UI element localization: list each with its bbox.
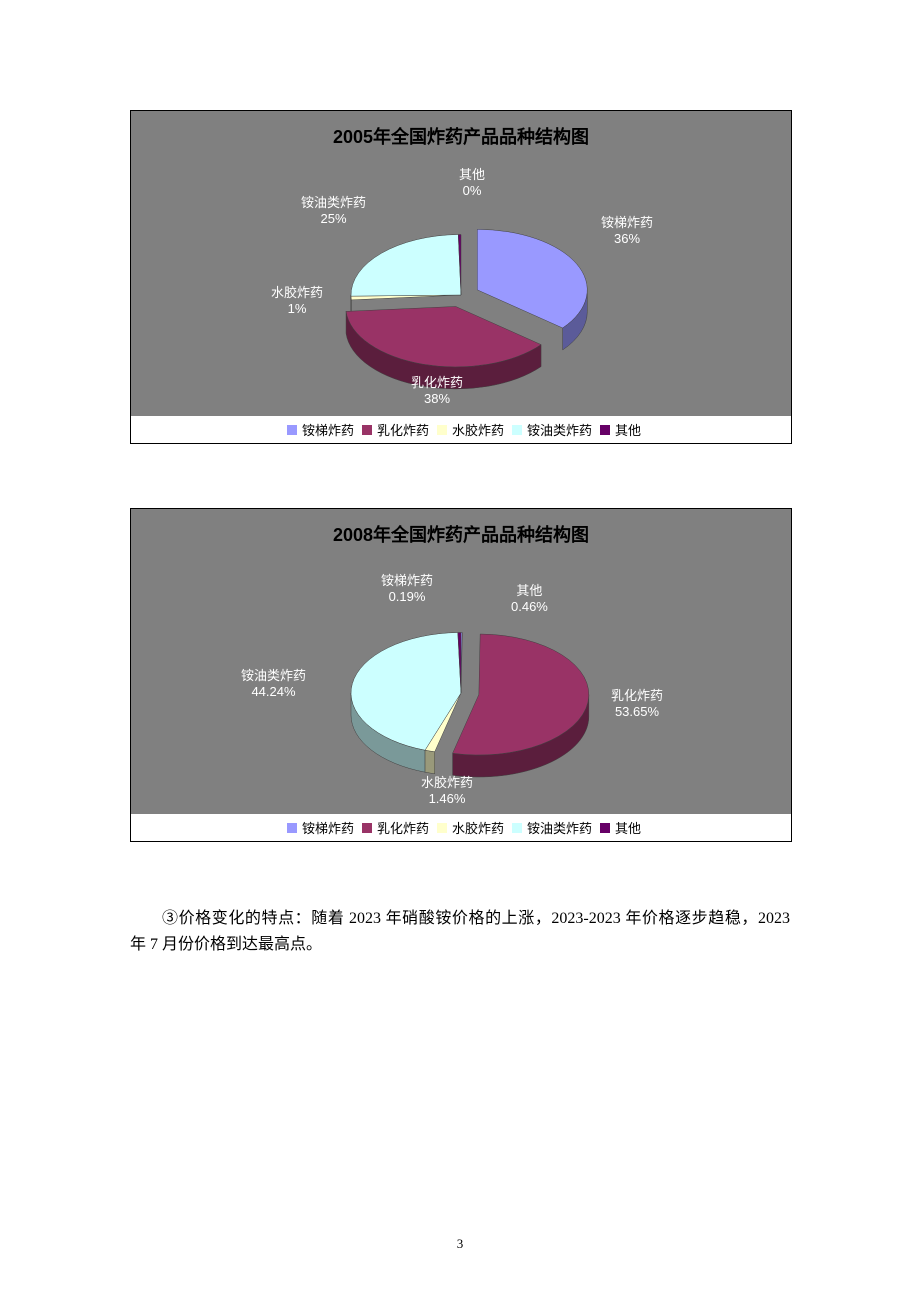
legend-swatch (512, 823, 522, 833)
pie-slice-label: 乳化炸药38% (411, 375, 463, 406)
pie-slice-label: 其他0% (459, 167, 485, 198)
pie-slice-label: 水胶炸药1.46% (421, 775, 473, 806)
legend-label: 铵梯炸药 (302, 420, 354, 439)
pie-slice-label: 其他0.46% (511, 583, 548, 614)
legend-label: 铵梯炸药 (302, 818, 354, 837)
legend-label: 铵油类炸药 (527, 420, 592, 439)
paragraph-price-change: ③价格变化的特点：随着 2023 年硝酸铵价格的上涨，2023-2023 年价格… (130, 906, 790, 957)
pie-slice-label: 铵梯炸药0.19% (381, 573, 433, 604)
page-number: 3 (0, 1236, 920, 1252)
legend-label: 铵油类炸药 (527, 818, 592, 837)
legend-swatch (437, 823, 447, 833)
legend-label: 水胶炸药 (452, 420, 504, 439)
legend-swatch (437, 425, 447, 435)
legend-label: 其他 (615, 420, 641, 439)
legend-swatch (287, 425, 297, 435)
chart-2005: 2005年全国炸药产品品种结构图 铵梯炸药36% 乳化炸药38% 水胶炸药1% 铵油类… (130, 110, 792, 444)
chart-2005-plot: 铵梯炸药36% 乳化炸药38% 水胶炸药1% 铵油类炸药25% 其他0% (131, 155, 791, 415)
chart-2005-title: 2005年全国炸药产品品种结构图 (131, 111, 791, 155)
pie-slice-label: 铵梯炸药36% (601, 215, 653, 246)
pie-slice-label: 乳化炸药53.65% (611, 688, 663, 719)
pie-slice-label: 水胶炸药1% (271, 285, 323, 316)
legend-label: 乳化炸药 (377, 818, 429, 837)
legend-label: 乳化炸药 (377, 420, 429, 439)
pie-slice-label: 铵油类炸药44.24% (241, 668, 306, 699)
legend-swatch (600, 823, 610, 833)
legend-swatch (362, 823, 372, 833)
legend-label: 其他 (615, 818, 641, 837)
chart-2008: 2008年全国炸药产品品种结构图 铵梯炸药0.19% 乳化炸药53.65% 水胶炸药… (130, 508, 792, 842)
legend-swatch (287, 823, 297, 833)
legend-swatch (362, 425, 372, 435)
chart-2008-plot: 铵梯炸药0.19% 乳化炸药53.65% 水胶炸药1.46% 铵油类炸药44.24% 其… (131, 553, 791, 813)
legend-swatch (600, 425, 610, 435)
legend-label: 水胶炸药 (452, 818, 504, 837)
legend-swatch (512, 425, 522, 435)
chart-2008-title: 2008年全国炸药产品品种结构图 (131, 509, 791, 553)
pie-slice-label: 铵油类炸药25% (301, 195, 366, 226)
